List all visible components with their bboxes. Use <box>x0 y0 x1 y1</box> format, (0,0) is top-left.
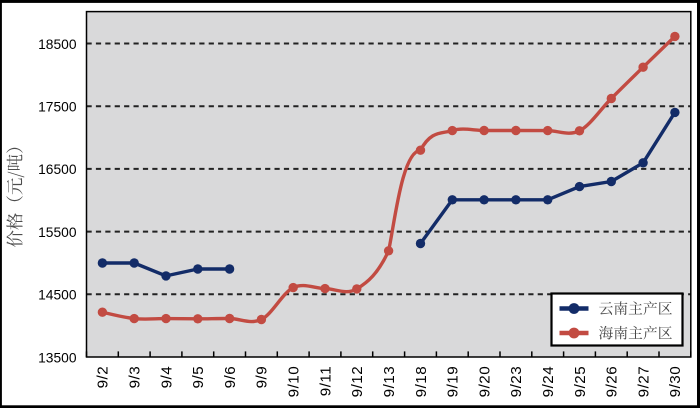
svg-text:15500: 15500 <box>38 225 77 240</box>
svg-text:16500: 16500 <box>38 162 77 177</box>
svg-text:9/27: 9/27 <box>635 366 652 398</box>
svg-text:9/23: 9/23 <box>508 366 525 398</box>
svg-text:9/25: 9/25 <box>572 366 589 398</box>
svg-text:17500: 17500 <box>38 100 77 115</box>
svg-text:18500: 18500 <box>38 37 77 52</box>
svg-text:9/12: 9/12 <box>349 366 366 398</box>
svg-text:9/18: 9/18 <box>413 366 430 398</box>
svg-text:9/24: 9/24 <box>540 366 557 398</box>
svg-text:9/13: 9/13 <box>381 366 398 398</box>
svg-text:9/19: 9/19 <box>445 366 462 398</box>
svg-text:9/4: 9/4 <box>158 366 175 389</box>
svg-text:9/26: 9/26 <box>604 366 621 398</box>
svg-text:9/2: 9/2 <box>95 366 112 389</box>
svg-text:9/9: 9/9 <box>254 366 271 389</box>
svg-text:14500: 14500 <box>38 288 77 303</box>
svg-text:9/3: 9/3 <box>126 366 143 389</box>
svg-text:9/10: 9/10 <box>286 366 303 398</box>
svg-text:9/5: 9/5 <box>190 366 207 389</box>
svg-text:13500: 13500 <box>38 350 77 365</box>
svg-text:9/11: 9/11 <box>317 366 334 396</box>
svg-text:9/20: 9/20 <box>476 366 493 398</box>
svg-text:9/6: 9/6 <box>222 366 239 389</box>
svg-text:9/30: 9/30 <box>667 366 684 398</box>
